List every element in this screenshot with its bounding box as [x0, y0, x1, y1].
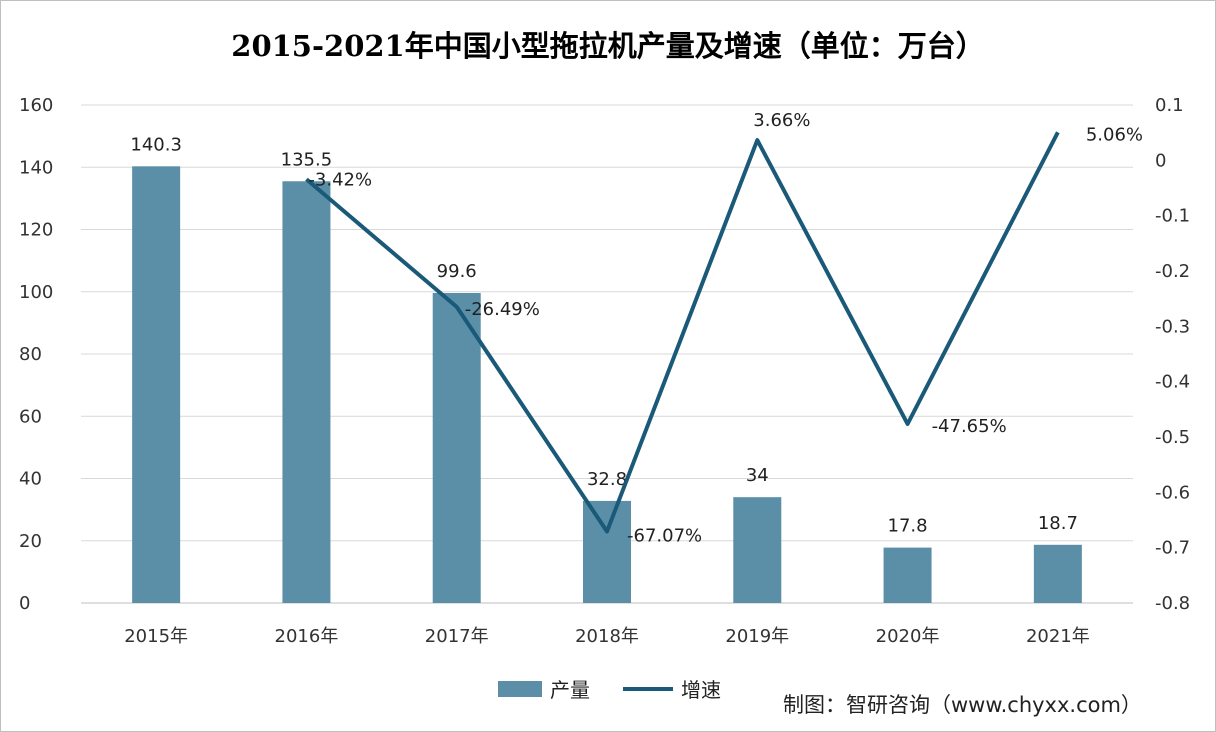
y-right-tick-label: -0.8	[1155, 593, 1190, 614]
bar-2017年	[432, 292, 481, 603]
y-left-tick-label: 120	[19, 220, 53, 241]
y-left-tick-label: 0	[19, 593, 30, 614]
y-left-tick-label: 60	[19, 406, 42, 427]
y-right-tick-label: -0.5	[1155, 427, 1190, 448]
y-right-tick-label: -0.2	[1155, 261, 1190, 282]
y-right-tick-label: -0.6	[1155, 482, 1190, 503]
y-right-tick-label: -0.1	[1155, 206, 1190, 227]
bar-2020年	[883, 547, 932, 603]
bar-value-label: 99.6	[437, 261, 477, 282]
y-right-tick-label: -0.7	[1155, 538, 1190, 559]
bar-value-label: 135.5	[281, 149, 333, 170]
y-left-tick-label: 40	[19, 469, 42, 490]
bar-2015年	[132, 166, 181, 603]
growth-value-label: 5.06%	[1086, 124, 1143, 145]
bar-value-label: 140.3	[130, 134, 182, 155]
legend-line-label: 增速	[681, 678, 721, 702]
growth-value-label: -26.49%	[465, 299, 540, 320]
growth-value-label: 3.66%	[753, 110, 810, 131]
x-tick-label: 2018年	[575, 626, 639, 647]
y-right-tick-label: 0.1	[1155, 95, 1184, 116]
x-tick-label: 2015年	[124, 626, 188, 647]
bar-value-label: 17.8	[888, 516, 928, 537]
bar-value-label: 32.8	[587, 469, 627, 490]
y-left-tick-label: 80	[19, 344, 42, 365]
bar-value-label: 18.7	[1038, 513, 1078, 534]
x-tick-label: 2017年	[425, 626, 489, 647]
bar-2016年	[282, 181, 331, 603]
bar-value-label: 34	[746, 465, 769, 486]
x-tick-label: 2021年	[1026, 626, 1090, 647]
legend-bar-swatch	[498, 681, 542, 697]
y-right-tick-label: -0.3	[1155, 316, 1190, 337]
y-right-tick-label: 0	[1155, 150, 1166, 171]
y-left-tick-label: 100	[19, 282, 53, 303]
x-tick-label: 2019年	[725, 626, 789, 647]
bar-2019年	[733, 497, 782, 603]
growth-line	[305, 131, 1060, 534]
x-tick-label: 2016年	[275, 626, 339, 647]
growth-value-label: -47.65%	[932, 416, 1007, 437]
bar-2021年	[1033, 544, 1082, 603]
bar-2018年	[583, 500, 631, 603]
source-credit: 制图：智研咨询（www.chyxx.com）	[783, 693, 1142, 717]
growth-value-label: -67.07%	[627, 525, 702, 546]
legend-bar-label: 产量	[550, 678, 590, 702]
chart-title: 2015-2021年中国小型拖拉机产量及增速（单位：万台）	[231, 29, 985, 63]
growth-value-label: -3.42%	[308, 169, 372, 190]
y-left-tick-label: 20	[19, 531, 42, 552]
y-left-tick-label: 160	[19, 95, 53, 116]
x-tick-label: 2020年	[876, 626, 940, 647]
y-left-tick-label: 140	[19, 157, 53, 178]
y-right-tick-label: -0.4	[1155, 372, 1190, 393]
